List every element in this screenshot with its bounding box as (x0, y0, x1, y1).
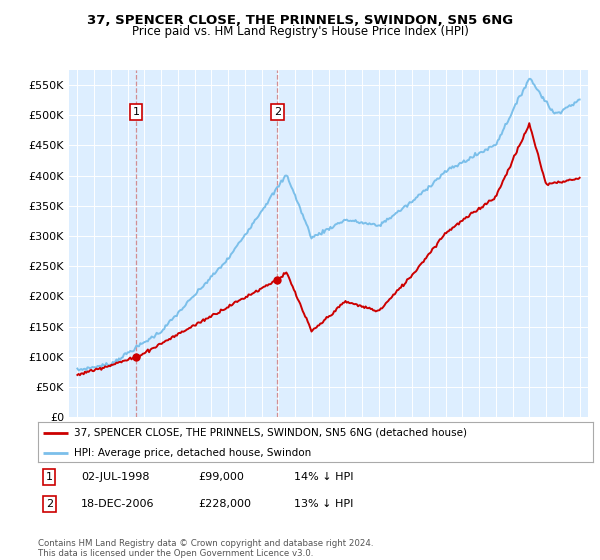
Text: HPI: Average price, detached house, Swindon: HPI: Average price, detached house, Swin… (74, 448, 311, 458)
Text: 18-DEC-2006: 18-DEC-2006 (81, 499, 155, 509)
Text: 13% ↓ HPI: 13% ↓ HPI (294, 499, 353, 509)
Text: 37, SPENCER CLOSE, THE PRINNELS, SWINDON, SN5 6NG: 37, SPENCER CLOSE, THE PRINNELS, SWINDON… (87, 14, 513, 27)
Text: 1: 1 (133, 108, 139, 117)
Text: Contains HM Land Registry data © Crown copyright and database right 2024.
This d: Contains HM Land Registry data © Crown c… (38, 539, 373, 558)
Text: £228,000: £228,000 (198, 499, 251, 509)
Text: 2: 2 (274, 108, 281, 117)
Text: 1: 1 (46, 472, 53, 482)
Text: 2: 2 (46, 499, 53, 509)
Text: Price paid vs. HM Land Registry's House Price Index (HPI): Price paid vs. HM Land Registry's House … (131, 25, 469, 38)
Text: 14% ↓ HPI: 14% ↓ HPI (294, 472, 353, 482)
Text: 02-JUL-1998: 02-JUL-1998 (81, 472, 149, 482)
Text: £99,000: £99,000 (198, 472, 244, 482)
Text: 37, SPENCER CLOSE, THE PRINNELS, SWINDON, SN5 6NG (detached house): 37, SPENCER CLOSE, THE PRINNELS, SWINDON… (74, 428, 467, 438)
